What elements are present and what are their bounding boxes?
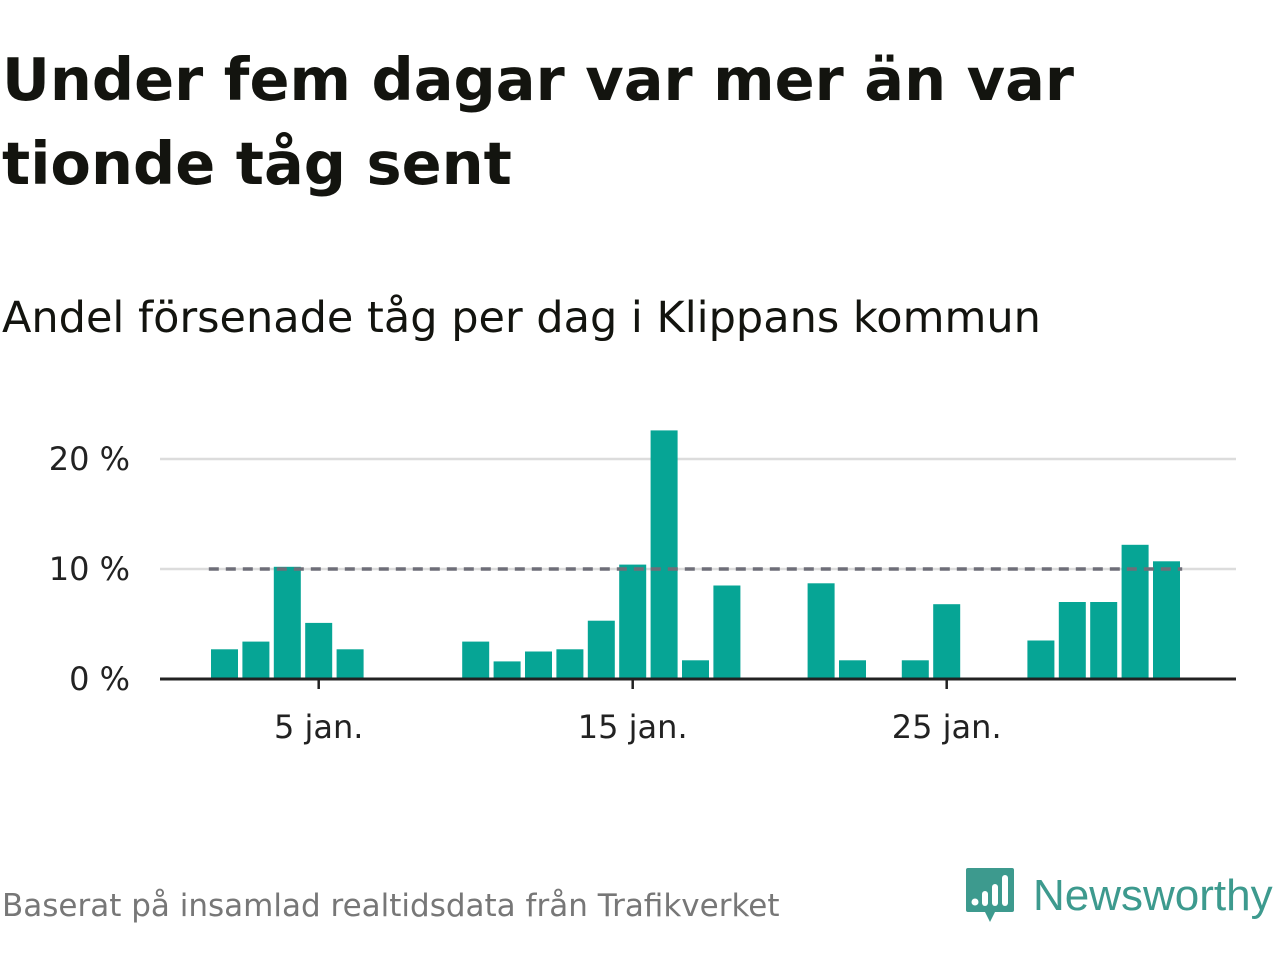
bar <box>807 583 835 679</box>
bar <box>1121 544 1149 679</box>
chart-subtitle: Andel försenade tåg per dag i Klippans k… <box>2 293 1041 343</box>
brand-name: Newsworthy <box>1033 871 1273 920</box>
bar <box>933 604 961 679</box>
bar <box>1027 640 1055 679</box>
bar <box>839 660 866 679</box>
bar <box>713 585 741 679</box>
bar <box>273 566 301 679</box>
x-tick-label: 5 jan. <box>274 708 363 746</box>
bar <box>619 564 647 679</box>
bar <box>1058 602 1086 679</box>
gridlines <box>160 457 1236 571</box>
source-note: Baserat på insamlad realtidsdata från Tr… <box>2 888 780 924</box>
bar-chart-speech-bubble-icon <box>966 868 1014 922</box>
bar <box>556 649 584 679</box>
bar <box>650 430 678 679</box>
bar <box>1153 561 1180 679</box>
x-tick-label: 25 jan. <box>892 708 1002 746</box>
y-tick-label: 20 % <box>49 440 130 478</box>
bar <box>493 661 521 679</box>
axes: 0 % 10 % 20 % 5 jan. 15 jan. 25 jan. <box>49 440 1236 746</box>
bar <box>901 660 929 679</box>
bars <box>211 430 1180 679</box>
x-tick-label: 15 jan. <box>578 708 688 746</box>
chart-title: Under fem dagar var mer än var tionde tå… <box>2 45 1074 198</box>
bar <box>211 649 238 679</box>
y-tick-label: 0 % <box>69 660 130 698</box>
bar <box>462 641 490 679</box>
bar <box>682 660 709 679</box>
y-tick-label: 10 % <box>49 550 130 588</box>
brand-logo[interactable]: Newsworthy <box>965 866 1273 926</box>
bar <box>525 651 552 679</box>
bar <box>587 620 615 679</box>
bar-chart: 0 % 10 % 20 % 5 jan. 15 jan. 25 jan. <box>49 430 1236 746</box>
bar <box>336 649 364 679</box>
bar <box>242 641 270 679</box>
bar <box>1090 602 1118 679</box>
bar <box>305 622 333 679</box>
